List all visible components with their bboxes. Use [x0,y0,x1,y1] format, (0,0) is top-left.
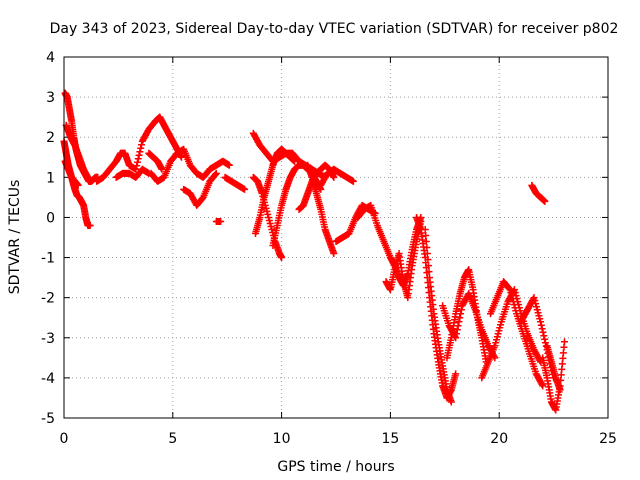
data-point [539,382,547,390]
data-point [538,325,546,333]
data-point [537,318,545,326]
data-point [138,141,146,149]
data-point [541,335,549,343]
data-point [541,197,549,205]
y-tick-label: -5 [41,411,55,427]
data-point [505,285,513,293]
x-tick-label: 25 [599,431,617,447]
data-point [423,244,431,252]
y-tick-label: 0 [46,210,55,226]
x-tick-label: 15 [381,431,399,447]
data-point [452,330,460,338]
data-point [424,256,432,264]
data-point [212,170,220,178]
chart-title: Day 343 of 2023, Sidereal Day-to-day VTE… [50,21,619,37]
data-point [74,181,82,189]
y-tick-label: -2 [41,291,55,307]
data-point [137,144,145,152]
data-point [423,250,431,258]
y-tick-label: 4 [46,50,55,66]
data-point [84,173,92,181]
x-axis-label: GPS time / hours [277,459,394,475]
data-point [422,238,430,246]
data-point [454,322,462,330]
data-point [278,254,286,262]
data-point [225,161,233,169]
data-point [456,314,464,322]
data-point [132,165,140,173]
data-point [349,177,357,185]
data-point [330,173,338,181]
data-point [453,326,461,334]
data-point [136,148,144,156]
data-point [425,268,433,276]
data-point [291,157,299,165]
data-point [241,185,249,193]
data-point [134,155,142,163]
x-tick-label: 10 [273,431,291,447]
y-tick-label: -1 [41,251,55,267]
data-point [455,318,463,326]
grid [64,57,608,418]
x-tick-label: 20 [490,431,508,447]
data-point [133,158,141,166]
data-point [330,250,338,258]
data-point [447,398,455,406]
data-point [421,225,429,233]
data-point [452,334,460,342]
y-tick-label: 3 [46,90,55,106]
data-point [540,332,548,340]
data-point [422,231,430,239]
x-tick-label: 0 [60,431,69,447]
data-points [60,89,568,414]
data-point [217,217,225,225]
plot-frame [63,56,609,419]
data-point [86,221,94,229]
data-point [424,262,432,270]
data-point [556,386,564,394]
y-tick-label: -3 [41,331,55,347]
data-point [539,328,547,336]
y-tick-label: -4 [41,371,55,387]
data-point [457,310,465,318]
x-tick-label: 5 [168,431,177,447]
data-point [212,169,220,177]
y-axis-label: SDTVAR / TECUs [7,180,23,295]
data-point [452,370,460,378]
data-point [537,321,545,329]
y-tick-label: 2 [46,130,55,146]
data-point [538,380,546,388]
y-tick-label: 1 [46,170,55,186]
data-point [457,306,465,314]
data-point [133,162,141,170]
data-point [560,338,568,346]
data-point [135,151,143,159]
